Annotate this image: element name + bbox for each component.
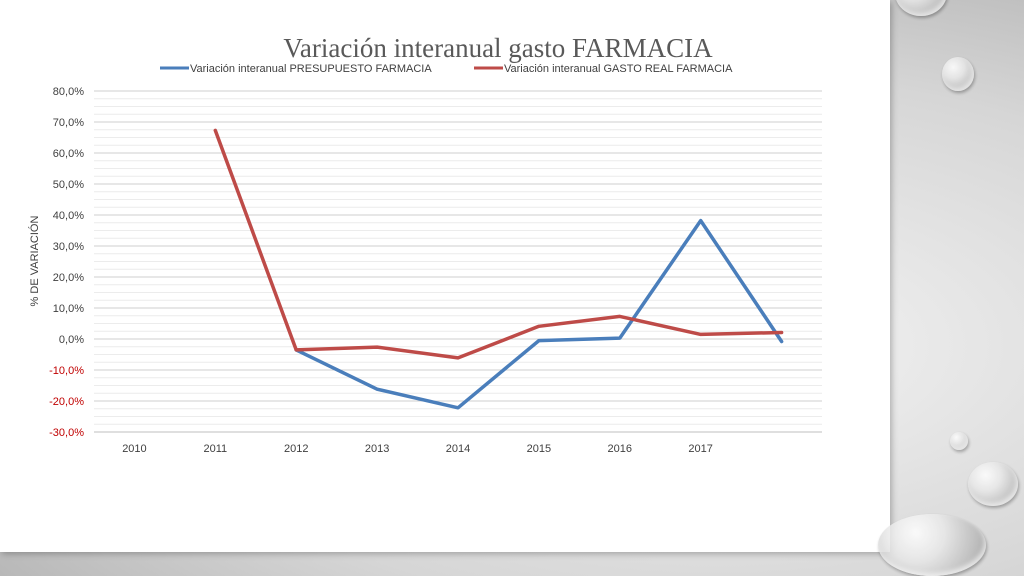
x-tick-label: 2015 [527,443,551,455]
y-tick-label: 50,0% [53,179,84,191]
y-axis-label: % DE VARIACIÓN [28,216,41,307]
x-tick-label: 2014 [446,443,470,455]
x-tick-label: 2016 [608,443,632,455]
y-tick-labels: 80,0% 70,0% 60,0% 50,0% 40,0% 30,0% 20,0% 10,0%… [49,86,84,439]
water-drop-decoration [878,514,986,576]
water-drop-decoration [950,432,968,450]
y-tick-label: -20,0% [49,396,84,408]
y-tick-label: 70,0% [53,117,84,129]
series-line-gasto-real [213,128,784,360]
x-tick-label: 2011 [204,443,228,455]
water-drop-decoration [895,0,947,16]
y-tick-label: -10,0% [49,365,84,377]
x-tick-label: 2017 [688,443,712,455]
legend-label-gasto-real: Variación interanual GASTO REAL FARMACIA [504,63,733,75]
y-tick-label: 60,0% [53,148,84,160]
y-tick-label: -30,0% [49,427,84,439]
series-line-presupuesto [294,218,784,410]
x-tick-label: 2010 [122,443,146,455]
grid-lines [94,90,822,433]
slide-panel [0,0,890,552]
chart: Variación interanual gasto FARMACIA Vari… [28,33,822,455]
chart-title: Variación interanual gasto FARMACIA [283,33,713,63]
series-lines [213,128,784,410]
legend-label-presupuesto: Variación interanual PRESUPUESTO FARMACI… [190,63,432,75]
x-tick-label: 2013 [365,443,389,455]
x-tick-labels: 2010 2011 2012 2013 2014 2015 2016 2017 [122,443,713,455]
y-tick-label: 30,0% [53,241,84,253]
water-drop-decoration [942,57,974,91]
legend: Variación interanual PRESUPUESTO FARMACI… [160,63,733,75]
y-tick-label: 0,0% [59,334,84,346]
y-tick-label: 80,0% [53,86,84,98]
x-tick-label: 2012 [284,443,308,455]
y-tick-label: 20,0% [53,272,84,284]
y-tick-label: 10,0% [53,303,84,315]
water-drop-decoration [968,462,1018,506]
y-tick-label: 40,0% [53,210,84,222]
